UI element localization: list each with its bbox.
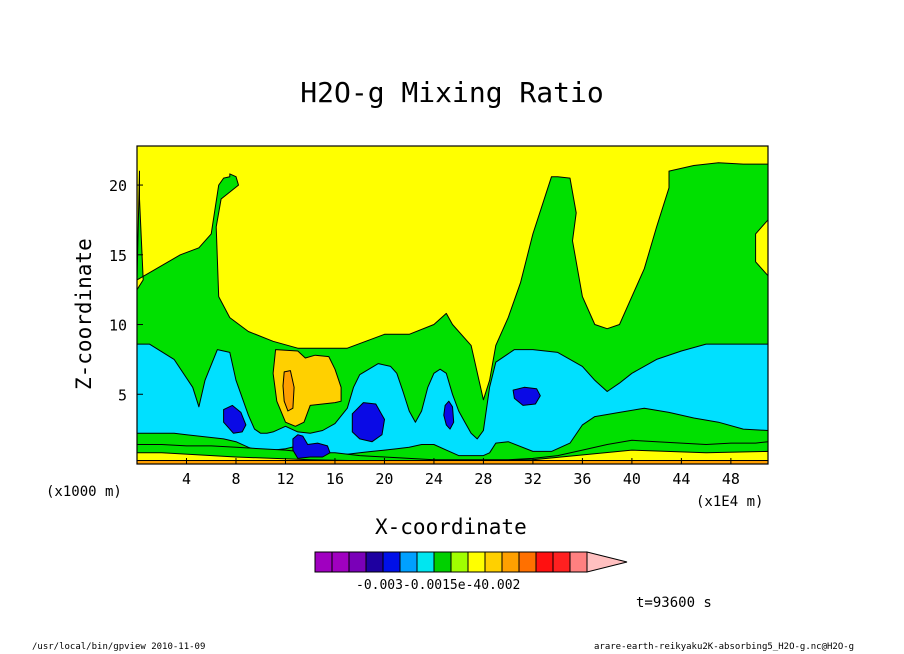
x-tick-label: 16 <box>326 470 344 488</box>
colorbar-swatch <box>552 551 571 573</box>
colorbar-swatch <box>331 551 350 573</box>
x-tick-label: 20 <box>375 470 393 488</box>
colorbar-tick-labels: -0.003-0.0015e-40.002 <box>356 578 521 593</box>
y-tick-label: 20 <box>109 177 127 195</box>
x-axis-label: X-coordinate <box>375 515 527 539</box>
colorbar-swatch <box>382 551 401 573</box>
contour-region-blue-9 <box>351 402 385 443</box>
colorbar-swatch <box>569 551 588 573</box>
y-tick-label: 5 <box>118 386 127 404</box>
x-tick-label: 8 <box>231 470 240 488</box>
colorbar-extension-arrow <box>586 551 628 573</box>
colorbar-swatch <box>399 551 418 573</box>
y-axis-label: Z-coordinate <box>72 238 96 390</box>
colorbar-swatch <box>501 551 520 573</box>
x-tick-label: 24 <box>425 470 443 488</box>
y-tick-label: 10 <box>109 317 127 335</box>
colorbar-swatch <box>416 551 435 573</box>
colorbar-swatch <box>365 551 384 573</box>
contour-region-orange-7 <box>282 370 295 412</box>
x-unit-right: (x1E4 m) <box>696 494 764 510</box>
colorbar-swatch <box>535 551 554 573</box>
time-label: t=93600 s <box>636 595 712 611</box>
y-tick-label: 15 <box>109 247 127 265</box>
contour-region-blue-10 <box>292 434 331 459</box>
footer-program-path: /usr/local/bin/gpview 2010-11-09 <box>32 642 206 652</box>
x-tick-label: 4 <box>182 470 191 488</box>
colorbar-swatch <box>450 551 469 573</box>
colorbar-swatch <box>467 551 486 573</box>
footer-data-source: arare-earth-reikyaku2K-absorbing5_H2O-g.… <box>594 642 855 652</box>
contour-region-blue-11 <box>443 400 455 430</box>
contour-region-orange-5 <box>137 460 768 464</box>
x-tick-label: 40 <box>623 470 641 488</box>
chart-title: H2O-g Mixing Ratio <box>300 76 604 109</box>
x-tick-label: 44 <box>672 470 690 488</box>
contour-regions <box>137 146 768 464</box>
x-tick-label: 36 <box>573 470 591 488</box>
contour-region-cyan-2 <box>137 343 768 457</box>
x-tick-label: 28 <box>474 470 492 488</box>
colorbar-swatch <box>314 551 333 573</box>
colorbar-swatch <box>484 551 503 573</box>
contour-region-blue-8 <box>223 404 247 434</box>
plot-frame <box>136 145 769 465</box>
colorbar-swatch <box>348 551 367 573</box>
colorbar <box>314 551 628 573</box>
x-tick-label: 32 <box>524 470 542 488</box>
contour-region-blue-12 <box>512 386 541 406</box>
x-tick-label: 12 <box>276 470 294 488</box>
x-unit-left: (x1000 m) <box>46 484 122 500</box>
x-tick-label: 48 <box>722 470 740 488</box>
colorbar-swatch <box>433 551 452 573</box>
colorbar-swatch <box>518 551 537 573</box>
